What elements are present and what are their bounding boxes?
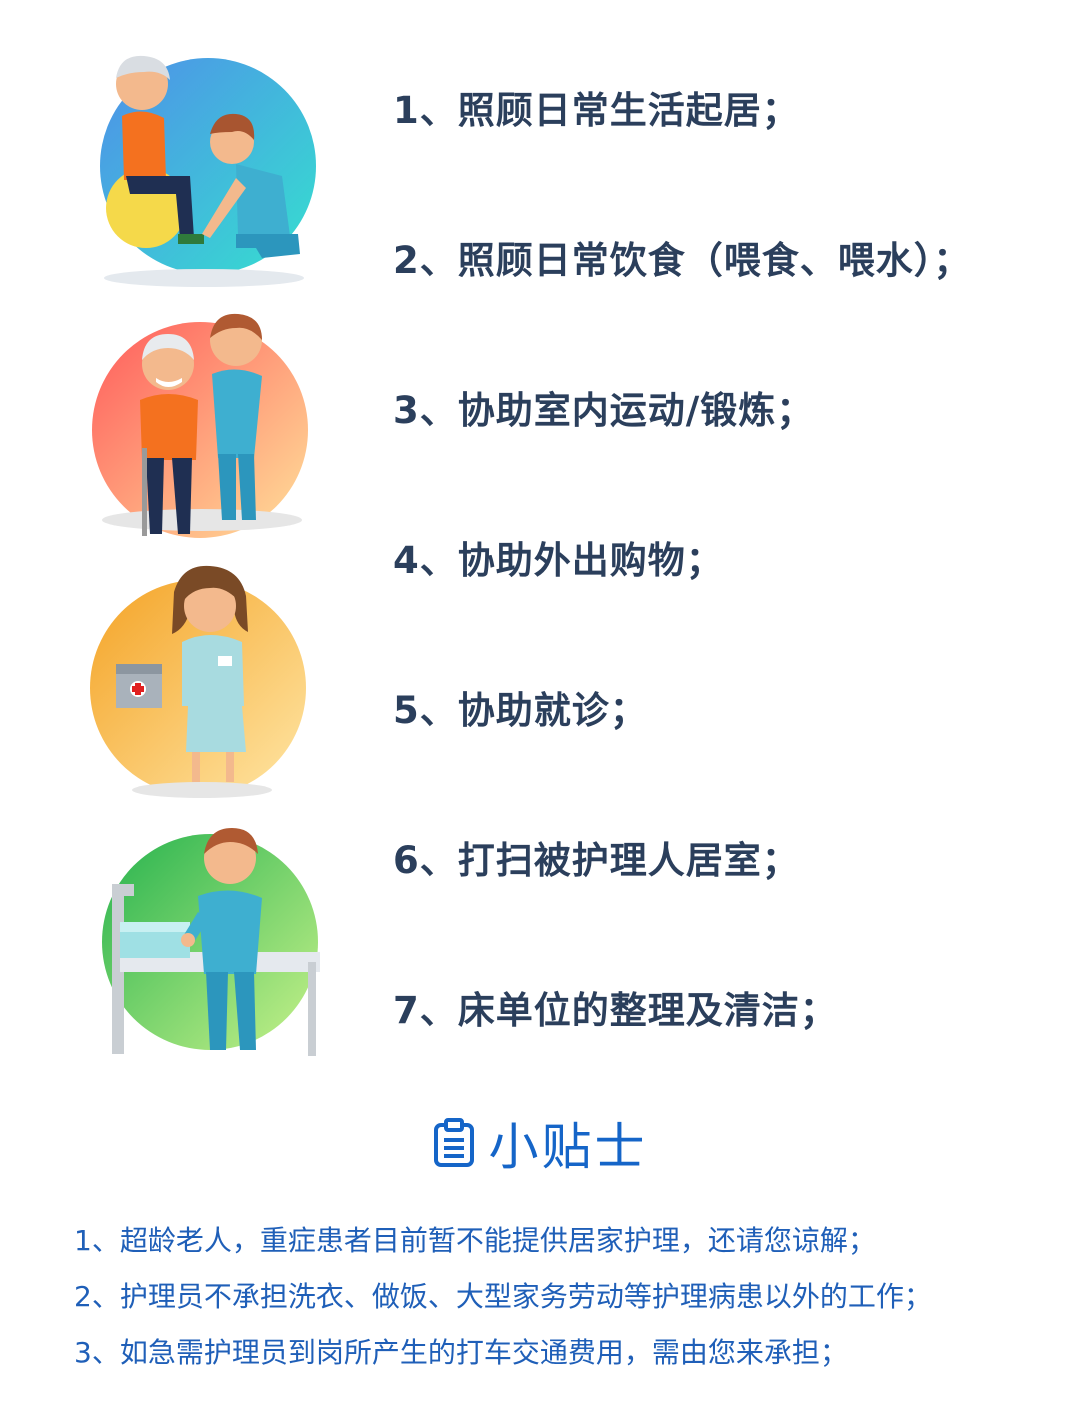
elder-head (142, 338, 194, 390)
caregiver-helping-elder-shoes-illustration (100, 55, 316, 287)
service-item: 4、协助外出购物； (393, 539, 724, 582)
nurse-head (184, 580, 236, 632)
tip-item: 1、超龄老人，重症患者目前暂不能提供居家护理，还请您谅解； (74, 1224, 876, 1257)
caregiver-walking-with-elder-illustration (92, 313, 308, 538)
background-circle (92, 322, 308, 538)
tips-heading: 小贴士 (0, 1110, 1080, 1176)
service-item: 2、照顾日常饮食（喂食、喂水）； (393, 239, 972, 282)
tip-item: 2、护理员不承担洗衣、做饭、大型家务劳动等护理病患以外的工作； (74, 1280, 932, 1313)
caregiver-head (204, 832, 256, 884)
walking-cane (142, 448, 147, 536)
tips-title: 小贴士 (488, 1118, 648, 1176)
service-item: 1、照顾日常生活起居； (393, 89, 800, 132)
service-item: 6、打扫被护理人居室； (393, 839, 800, 882)
service-item: 3、协助室内运动/锻炼； (393, 389, 815, 432)
caregiver-making-bed-illustration (102, 828, 320, 1056)
service-item: 5、协助就诊； (393, 689, 648, 732)
nurse-with-medical-kit-illustration (90, 565, 306, 798)
service-item: 7、床单位的整理及清洁； (393, 989, 838, 1032)
clipboard-icon (433, 1118, 474, 1167)
tip-item: 3、如急需护理员到岗所产生的打车交通费用，需由您来承担； (74, 1336, 848, 1369)
